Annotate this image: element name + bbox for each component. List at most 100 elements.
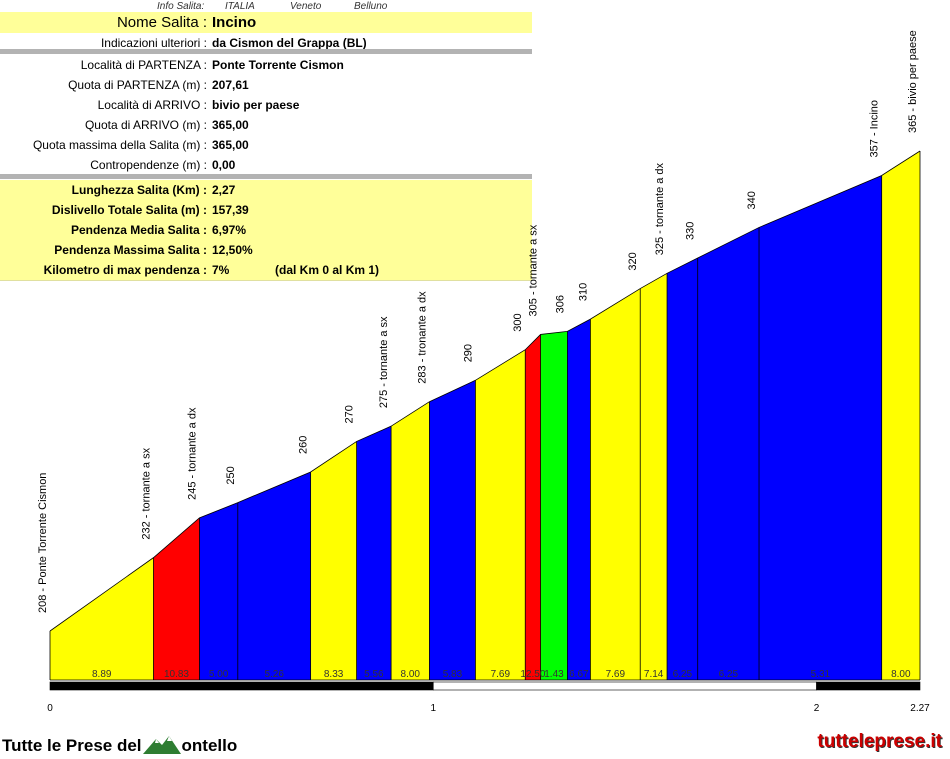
point-label: 275 - tornante a sx	[378, 316, 390, 408]
profile-segment	[391, 401, 430, 680]
point-label: 330	[685, 222, 697, 240]
point-label: 310	[577, 283, 589, 301]
point-label: 245 - tornante a dx	[186, 407, 198, 500]
point-label: 250	[225, 466, 237, 484]
gradient-label: 5.56	[364, 669, 384, 680]
gradient-label: 5.31	[811, 669, 831, 680]
info-header-province: Belluno	[354, 1, 388, 12]
info-value: 207,61	[212, 78, 249, 92]
point-label: 270	[344, 405, 356, 423]
gradient-label: 8.89	[92, 669, 112, 680]
point-label: 300	[512, 313, 524, 331]
profile-segment	[759, 175, 882, 680]
logo-text-b: ontello	[181, 736, 238, 755]
gradient-label: 1.43	[544, 669, 564, 680]
mountain-icon	[142, 736, 181, 754]
profile-segment	[237, 472, 311, 680]
info-label: Pendenza Massima Salita :	[54, 243, 207, 257]
info-value: 6,97%	[212, 223, 247, 237]
profile-outline	[49, 150, 921, 632]
gradient-label: 7.69	[491, 669, 511, 680]
profile-segment	[525, 334, 541, 680]
gradient-label: 8.00	[891, 669, 911, 680]
info-header-region: Veneto	[290, 1, 322, 12]
km-tick-label: 2	[814, 703, 820, 714]
info-value: 7%	[212, 263, 230, 277]
tutte-le-prese-logo: Tutte le Prese del ontello	[2, 733, 237, 756]
km-bar-segment	[816, 681, 921, 691]
point-label: 290	[462, 344, 474, 362]
info-extra: (dal Km 0 al Km 1)	[275, 263, 380, 277]
elevation-profile-chart: 8.89 10.83 5.00 5.26 8.33 5.56 8.00 5.83 7.69 12.…	[37, 30, 930, 714]
info-label: Quota massima della Salita (m) :	[32, 138, 207, 152]
separator	[0, 49, 532, 54]
profile-segments	[49, 150, 921, 681]
info-header-country: ITALIA	[225, 1, 255, 12]
gradient-label: 6.67	[569, 669, 589, 680]
profile-segment	[540, 331, 568, 680]
info-label: Lunghezza Salita (Km) :	[71, 183, 207, 197]
info-label: Nome Salita :	[116, 14, 207, 31]
point-label: 306	[554, 295, 566, 313]
profile-segment	[475, 349, 526, 680]
profile-segment	[881, 151, 920, 680]
info-value: Ponte Torrente Cismon	[212, 58, 344, 72]
gradient-labels: 8.89 10.83 5.00 5.26 8.33 5.56 8.00 5.83 7.69 12.…	[92, 669, 911, 680]
km-tick-label: 0	[47, 703, 53, 714]
km-axis: 0 1 2 2.27	[47, 681, 930, 714]
info-value: 157,39	[212, 203, 249, 217]
profile-segment	[199, 502, 238, 680]
separator	[0, 174, 532, 179]
profile-segment	[50, 557, 154, 680]
point-label: 320	[627, 252, 639, 270]
point-label: 305 - tornante a sx	[528, 224, 540, 316]
info-row: Località di PARTENZA : Ponte Torrente Ci…	[0, 55, 532, 76]
km-tick-label: 2.27	[910, 703, 930, 714]
info-label: Kilometro di max pendenza :	[43, 263, 207, 277]
info-label: Contropendenze (m) :	[90, 158, 207, 172]
info-value: 12,50%	[212, 243, 253, 257]
info-value: 0,00	[212, 158, 236, 172]
info-value: 365,00	[212, 118, 249, 132]
profile-segment	[667, 258, 698, 680]
point-label: 365 - bivio per paese	[907, 30, 919, 133]
info-label: Indicazioni ulteriori :	[100, 36, 207, 50]
segment-dividers	[153, 175, 883, 680]
km-bar-segment	[49, 681, 434, 691]
gradient-label: 7.69	[606, 669, 626, 680]
point-label: 232 - tornante a sx	[140, 447, 152, 539]
gradient-label: 6.25	[719, 669, 739, 680]
point-label: 325 - tornante a dx	[654, 162, 666, 255]
profile-segment	[640, 273, 668, 680]
logo-text-a: Tutte le Prese del	[2, 736, 142, 755]
km-bar-segment	[432, 681, 817, 691]
gradient-label: 12.50	[520, 669, 545, 680]
gradient-label: 7.14	[644, 669, 664, 680]
info-row: Pendenza Massima Salita : 12,50%	[0, 240, 532, 261]
gradient-label: 8.33	[324, 669, 344, 680]
gradient-label: 5.26	[264, 669, 284, 680]
profile-segment	[429, 380, 476, 680]
profile-segment	[697, 227, 760, 681]
info-label: Dislivello Totale Salita (m) :	[51, 203, 207, 217]
profile-segment	[590, 288, 641, 680]
info-value: da Cismon del Grappa (BL)	[212, 36, 367, 50]
gradient-label: 8.00	[401, 669, 421, 680]
point-label: 283 - tronante a dx	[416, 291, 428, 384]
profile-segment	[310, 441, 357, 680]
info-value: Incino	[212, 14, 257, 31]
info-header-label: Info Salita:	[157, 1, 205, 12]
info-row: Quota di PARTENZA (m) : 207,61	[0, 75, 532, 96]
info-label: Quota di PARTENZA (m) :	[68, 78, 207, 92]
info-label: Pendenza Media Salita :	[70, 223, 207, 237]
point-label: 260	[298, 436, 310, 454]
profile-segment	[567, 319, 591, 680]
gradient-label: 5.00	[209, 669, 229, 680]
info-value: 365,00	[212, 138, 249, 152]
profile-segment	[356, 426, 392, 680]
info-label: Quota di ARRIVO (m) :	[84, 118, 207, 132]
point-labels: 208 - Ponte Torrente Cismon 232 - tornant…	[37, 30, 919, 613]
info-label: Località di ARRIVO :	[97, 98, 207, 112]
info-value: 2,27	[212, 183, 236, 197]
info-label: Località di PARTENZA :	[80, 58, 207, 72]
